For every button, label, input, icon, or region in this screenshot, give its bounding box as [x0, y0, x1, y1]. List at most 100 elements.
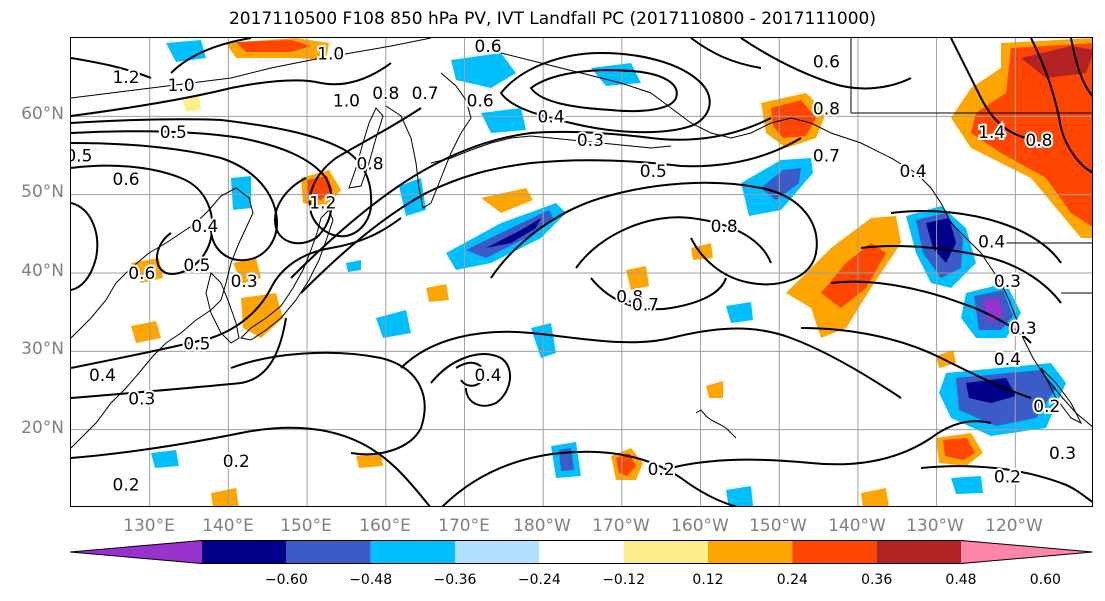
contour-label: 1.4	[978, 123, 1005, 143]
contour-line	[71, 57, 152, 79]
contour-label: 0.4	[994, 350, 1021, 370]
pv-contours	[71, 38, 1092, 506]
contour-label: 0.3	[1010, 319, 1037, 339]
contour-line	[441, 450, 738, 506]
contour-line	[71, 62, 392, 117]
contour-label: 0.4	[899, 162, 926, 182]
shade-patch-positive	[131, 258, 163, 283]
shade-patch-negative	[446, 203, 566, 270]
coast-north-america	[940, 202, 1092, 427]
contour-label: 0.8	[616, 288, 643, 308]
colorbar-segment	[876, 540, 961, 564]
colorbar-tick-label: 0.24	[776, 572, 808, 588]
contour-line	[71, 317, 287, 399]
shade-patch-positive	[183, 96, 201, 112]
shade-patch-negative	[741, 158, 813, 216]
contour-label: 0.5	[183, 256, 210, 276]
contour-label: 0.2	[223, 452, 250, 472]
lon-label-170e: 170°E	[438, 516, 490, 536]
shade-patch-negative	[151, 40, 983, 506]
colorbar-segment	[961, 540, 1093, 564]
colorbar-segment	[202, 540, 287, 564]
lon-label-150e: 150°E	[280, 516, 332, 536]
contour-line	[400, 327, 902, 399]
contour-label: 0.7	[813, 147, 840, 167]
shade-patch-positive	[241, 293, 283, 338]
contour-line	[860, 245, 1062, 304]
lon-label-160w: 160°W	[671, 516, 729, 536]
map-canvas: 1.00.61.21.01.00.80.70.60.40.30.50.50.60…	[71, 38, 1092, 506]
coastlines	[71, 38, 1092, 449]
colorbar	[70, 540, 1093, 564]
contour-label: 0.5	[160, 123, 187, 143]
lon-label-140w: 140°W	[828, 516, 886, 536]
shade-patch-positive	[481, 188, 533, 213]
colorbar-segment	[286, 540, 371, 564]
contour-line	[1030, 38, 1092, 174]
coast-hawaii	[695, 409, 737, 439]
shade-patch-positive	[936, 433, 983, 466]
shade-patch-positive	[211, 488, 239, 506]
contour-line	[830, 280, 1032, 344]
colorbar-tick-label: 0.60	[1029, 572, 1061, 588]
contour-line	[890, 210, 1062, 264]
contour-label: 0.4	[978, 233, 1005, 253]
lat-label-60n: 60°N	[21, 104, 64, 124]
contour-label: 0.4	[89, 366, 116, 386]
lon-label-180w: 180°W	[513, 516, 571, 536]
contour-line	[670, 420, 992, 469]
colorbar-outline	[70, 540, 1093, 564]
colorbar-tick-label: −0.36	[433, 572, 477, 588]
colorbar-segment	[70, 540, 202, 564]
coast-sakhalin	[348, 107, 384, 189]
contour-label: 0.6	[813, 53, 840, 73]
colorbar-tick-label: −0.12	[602, 572, 646, 588]
contour-label: 0.3	[577, 131, 604, 151]
colorbar-segment	[708, 540, 793, 564]
contour-label: 0.8	[813, 100, 840, 120]
colorbar-segments	[70, 540, 1093, 564]
lon-label-130e: 130°E	[123, 516, 175, 536]
lon-label-130w: 130°W	[906, 516, 964, 536]
map-panel: 1.00.61.21.01.00.80.70.60.40.30.50.50.60…	[70, 37, 1093, 507]
contour-label: 0.5	[183, 335, 210, 355]
contour-label: 0.5	[640, 162, 667, 182]
colorbar-segment	[623, 540, 708, 564]
shade-patch-negative	[906, 206, 976, 288]
contour-label: 0.4	[475, 366, 502, 386]
contour-line	[170, 38, 252, 74]
contour-label: 0.3	[994, 272, 1021, 292]
shade-patch-negative	[939, 363, 1066, 436]
contour-label: 0.6	[475, 38, 502, 57]
lon-label-150w: 150°W	[749, 516, 807, 536]
contour-line	[71, 107, 422, 238]
contour-label: 0.5	[71, 147, 92, 167]
shade-patch-positive	[611, 448, 643, 480]
pv-shading-layer	[131, 38, 1092, 506]
coast-asia	[71, 187, 254, 449]
contour-label: 1.0	[317, 45, 344, 65]
contour-label: 0.3	[1049, 444, 1076, 464]
contour-line	[800, 327, 1032, 399]
contour-line	[575, 216, 772, 269]
contour-label: 0.6	[467, 92, 494, 112]
lat-label-30n: 30°N	[21, 339, 64, 359]
contour-label: 0.8	[357, 154, 384, 174]
contour-label: 0.4	[191, 217, 218, 237]
contour-labels: 1.00.61.21.01.00.80.70.60.40.30.50.50.60…	[71, 38, 1078, 498]
lon-label-170w: 170°W	[592, 516, 650, 536]
colorbar-segment	[370, 540, 455, 564]
contour-label: 0.2	[1033, 397, 1060, 417]
coast-alaska	[500, 52, 942, 204]
contour-line	[499, 51, 711, 134]
colorbar-tick-label: 0.12	[692, 572, 724, 588]
lon-label-140e: 140°E	[202, 516, 254, 536]
colorbar-tick-label: 0.48	[945, 572, 977, 588]
contour-line	[430, 353, 511, 407]
shade-patch-positive	[786, 216, 901, 338]
contour-label: 0.8	[1025, 131, 1052, 151]
contour-label: 0.3	[231, 272, 258, 292]
contour-line	[490, 181, 818, 286]
coast-russia-north	[71, 38, 432, 99]
coast-canada-inland	[850, 38, 1092, 294]
